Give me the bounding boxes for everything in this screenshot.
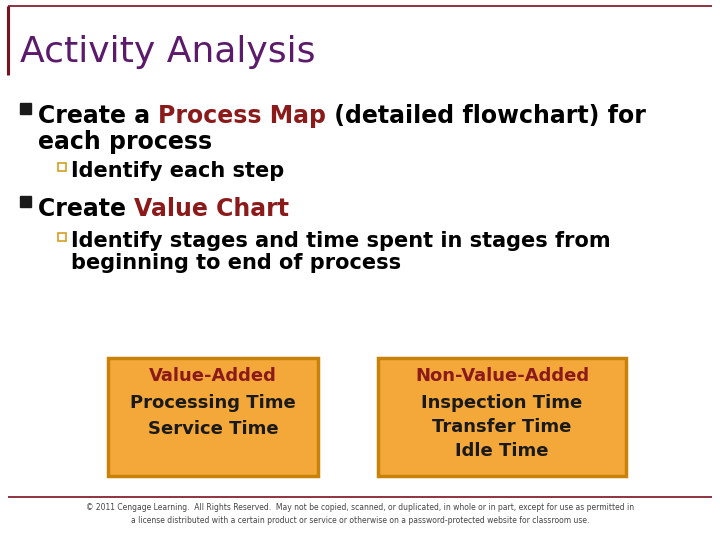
Text: Value-Added: Value-Added bbox=[149, 367, 277, 385]
Text: Identify each step: Identify each step bbox=[71, 161, 284, 181]
Bar bbox=[58, 233, 66, 241]
Text: each process: each process bbox=[38, 130, 212, 154]
Bar bbox=[58, 163, 66, 171]
Text: Non-Value-Added: Non-Value-Added bbox=[415, 367, 589, 385]
Text: Identify stages and time spent in stages from: Identify stages and time spent in stages… bbox=[71, 231, 611, 251]
Text: Inspection Time: Inspection Time bbox=[421, 394, 582, 412]
Text: © 2011 Cengage Learning.  All Rights Reserved.  May not be copied, scanned, or d: © 2011 Cengage Learning. All Rights Rese… bbox=[86, 503, 634, 525]
Bar bbox=[20, 103, 31, 114]
Bar bbox=[20, 196, 31, 207]
Text: Process Map: Process Map bbox=[158, 104, 326, 128]
Text: Create: Create bbox=[38, 197, 134, 221]
Text: Processing Time: Processing Time bbox=[130, 394, 296, 412]
Text: beginning to end of process: beginning to end of process bbox=[71, 253, 401, 273]
Text: (detailed flowchart) for: (detailed flowchart) for bbox=[326, 104, 647, 128]
FancyBboxPatch shape bbox=[108, 358, 318, 476]
Text: Transfer Time: Transfer Time bbox=[432, 418, 572, 436]
FancyBboxPatch shape bbox=[378, 358, 626, 476]
Text: Activity Analysis: Activity Analysis bbox=[20, 35, 315, 69]
Text: Service Time: Service Time bbox=[148, 420, 279, 438]
Text: Value Chart: Value Chart bbox=[134, 197, 289, 221]
Text: Create a: Create a bbox=[38, 104, 158, 128]
Text: Idle Time: Idle Time bbox=[455, 442, 549, 460]
